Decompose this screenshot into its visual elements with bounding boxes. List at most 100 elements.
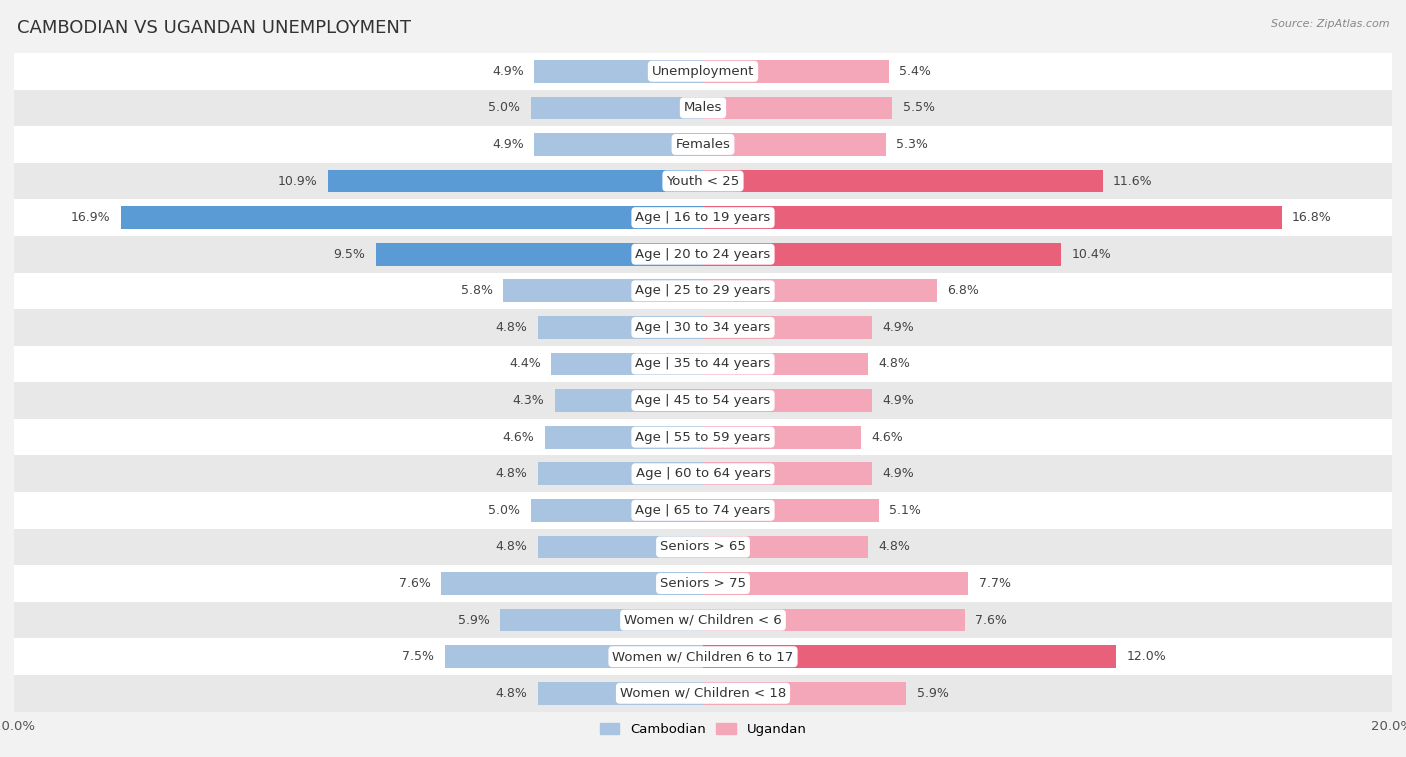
Text: Age | 45 to 54 years: Age | 45 to 54 years <box>636 394 770 407</box>
Bar <box>551 353 703 375</box>
Bar <box>14 346 1392 382</box>
Bar <box>531 97 703 119</box>
Text: 7.7%: 7.7% <box>979 577 1011 590</box>
Bar <box>499 609 703 631</box>
Text: 4.9%: 4.9% <box>882 394 914 407</box>
Text: 4.9%: 4.9% <box>882 467 914 480</box>
Text: Women w/ Children < 18: Women w/ Children < 18 <box>620 687 786 699</box>
Text: 5.4%: 5.4% <box>900 65 931 78</box>
Bar <box>444 646 703 668</box>
Text: Age | 60 to 64 years: Age | 60 to 64 years <box>636 467 770 480</box>
Text: 4.8%: 4.8% <box>879 540 911 553</box>
Text: 7.6%: 7.6% <box>399 577 430 590</box>
Text: Unemployment: Unemployment <box>652 65 754 78</box>
Text: 4.9%: 4.9% <box>882 321 914 334</box>
Bar <box>14 273 1392 309</box>
Bar <box>537 536 703 558</box>
Text: Age | 16 to 19 years: Age | 16 to 19 years <box>636 211 770 224</box>
Text: Seniors > 75: Seniors > 75 <box>659 577 747 590</box>
Bar <box>14 53 1392 89</box>
Text: 7.5%: 7.5% <box>402 650 434 663</box>
Bar <box>703 133 886 156</box>
Text: 5.9%: 5.9% <box>917 687 949 699</box>
Text: Males: Males <box>683 101 723 114</box>
Bar <box>14 199 1392 236</box>
Text: 10.4%: 10.4% <box>1071 248 1111 260</box>
Text: 10.9%: 10.9% <box>277 175 318 188</box>
Text: Age | 30 to 34 years: Age | 30 to 34 years <box>636 321 770 334</box>
Text: 9.5%: 9.5% <box>333 248 366 260</box>
Text: Age | 25 to 29 years: Age | 25 to 29 years <box>636 285 770 298</box>
Bar <box>328 170 703 192</box>
Text: Age | 65 to 74 years: Age | 65 to 74 years <box>636 504 770 517</box>
Text: 5.3%: 5.3% <box>896 138 928 151</box>
Bar <box>375 243 703 266</box>
Bar <box>14 565 1392 602</box>
Text: 4.9%: 4.9% <box>492 65 524 78</box>
Bar <box>14 126 1392 163</box>
Bar <box>544 426 703 448</box>
Bar <box>555 389 703 412</box>
Text: 5.1%: 5.1% <box>889 504 921 517</box>
Bar <box>703 316 872 338</box>
Bar <box>703 682 907 705</box>
Bar <box>703 207 1282 229</box>
Bar <box>14 419 1392 456</box>
Text: 4.6%: 4.6% <box>872 431 904 444</box>
Bar <box>537 682 703 705</box>
Bar <box>703 646 1116 668</box>
Bar <box>14 382 1392 419</box>
Text: CAMBODIAN VS UGANDAN UNEMPLOYMENT: CAMBODIAN VS UGANDAN UNEMPLOYMENT <box>17 19 411 37</box>
Bar <box>14 163 1392 199</box>
Text: 4.8%: 4.8% <box>495 467 527 480</box>
Text: 7.6%: 7.6% <box>976 614 1007 627</box>
Text: 6.8%: 6.8% <box>948 285 980 298</box>
Bar <box>703 353 869 375</box>
Legend: Cambodian, Ugandan: Cambodian, Ugandan <box>595 717 811 741</box>
Text: 4.8%: 4.8% <box>879 357 911 370</box>
Text: 12.0%: 12.0% <box>1126 650 1167 663</box>
Bar <box>537 463 703 485</box>
Bar <box>14 236 1392 273</box>
Bar <box>703 60 889 83</box>
Text: 5.0%: 5.0% <box>488 101 520 114</box>
Text: Age | 35 to 44 years: Age | 35 to 44 years <box>636 357 770 370</box>
Bar <box>14 309 1392 346</box>
Bar <box>703 499 879 522</box>
Text: Females: Females <box>675 138 731 151</box>
Bar <box>534 133 703 156</box>
Bar <box>14 675 1392 712</box>
Bar <box>703 609 965 631</box>
Bar <box>703 279 938 302</box>
Bar <box>703 426 862 448</box>
Text: Age | 55 to 59 years: Age | 55 to 59 years <box>636 431 770 444</box>
Text: 11.6%: 11.6% <box>1114 175 1153 188</box>
Bar <box>703 389 872 412</box>
Text: 5.0%: 5.0% <box>488 504 520 517</box>
Bar <box>503 279 703 302</box>
Text: 4.6%: 4.6% <box>502 431 534 444</box>
Bar <box>14 528 1392 565</box>
Text: 16.8%: 16.8% <box>1292 211 1331 224</box>
Text: 5.9%: 5.9% <box>457 614 489 627</box>
Bar <box>14 492 1392 528</box>
Text: 4.3%: 4.3% <box>513 394 544 407</box>
Bar <box>531 499 703 522</box>
Text: 16.9%: 16.9% <box>70 211 111 224</box>
Text: 5.5%: 5.5% <box>903 101 935 114</box>
Text: Source: ZipAtlas.com: Source: ZipAtlas.com <box>1271 19 1389 29</box>
Bar <box>121 207 703 229</box>
Text: Age | 20 to 24 years: Age | 20 to 24 years <box>636 248 770 260</box>
Bar <box>703 572 969 595</box>
Text: Women w/ Children 6 to 17: Women w/ Children 6 to 17 <box>613 650 793 663</box>
Text: 4.4%: 4.4% <box>509 357 541 370</box>
Bar <box>14 638 1392 675</box>
Text: 5.8%: 5.8% <box>461 285 494 298</box>
Bar <box>703 97 893 119</box>
Text: Seniors > 65: Seniors > 65 <box>659 540 747 553</box>
Text: 4.8%: 4.8% <box>495 687 527 699</box>
Text: 4.8%: 4.8% <box>495 321 527 334</box>
Text: Youth < 25: Youth < 25 <box>666 175 740 188</box>
Bar <box>703 243 1062 266</box>
Bar <box>14 89 1392 126</box>
